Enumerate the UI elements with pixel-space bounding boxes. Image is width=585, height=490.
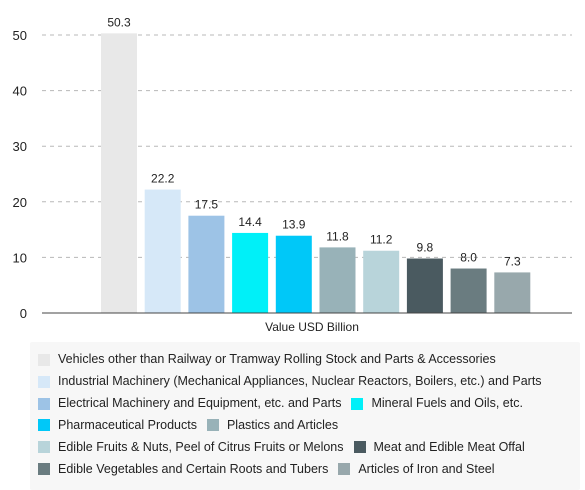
legend-item[interactable]: Edible Vegetables and Certain Roots and …: [38, 460, 328, 479]
legend-label: Edible Vegetables and Certain Roots and …: [58, 461, 329, 476]
data-label: 13.9: [282, 218, 306, 232]
bar: [363, 250, 400, 313]
data-label: 22.2: [151, 172, 175, 186]
y-tick-label: 20: [13, 195, 27, 210]
data-labels: 50.3 22.2 17.5 14.4 13.9 11.8 11.2 9.8 8.0 7.3: [107, 15, 521, 268]
legend-label: Mineral Fuels and Oils, etc.: [371, 395, 523, 410]
legend-label: Pharmaceutical Products: [58, 417, 197, 432]
legend-row: Pharmaceutical Products Plastics and Arti…: [38, 416, 572, 438]
bar: [450, 268, 487, 313]
data-label: 9.8: [417, 241, 434, 255]
y-tick-label: 50: [13, 28, 27, 43]
bar-chart: 0 10 20 30 40 50 50.3 22.2 17.5 14.4 13.9 11.8 11.2…: [13, 15, 572, 334]
x-axis-title: Value USD Billion: [265, 320, 359, 334]
legend-swatch: [38, 353, 50, 366]
y-tick-label: 0: [20, 306, 27, 321]
legend-label: Meat and Edible Meat Offal: [373, 439, 525, 454]
legend-label: Electrical Machinery and Equipment, etc.…: [58, 395, 342, 410]
legend-row: Vehicles other than Railway or Tramway R…: [38, 350, 572, 372]
data-label: 8.0: [460, 251, 477, 265]
bar: [188, 215, 225, 313]
legend-item[interactable]: Articles of Iron and Steel: [338, 460, 495, 479]
data-label: 11.2: [370, 233, 393, 247]
legend-swatch: [338, 463, 351, 476]
legend-swatch: [38, 441, 50, 454]
legend-item[interactable]: Pharmaceutical Products: [38, 416, 197, 435]
data-label: 14.4: [238, 215, 262, 229]
y-tick-label: 10: [13, 250, 27, 265]
bar: [144, 189, 181, 313]
bar: [101, 33, 137, 313]
bar: [406, 258, 443, 313]
legend-row: Edible Vegetables and Certain Roots and …: [38, 460, 572, 482]
legend-swatch: [38, 463, 50, 476]
legend-swatch: [38, 419, 50, 432]
legend-row: Edible Fruits & Nuts, Peel of Citrus Fru…: [38, 438, 572, 460]
legend-row: Industrial Machinery (Mechanical Applian…: [38, 372, 572, 394]
legend-swatch: [38, 375, 50, 388]
legend-swatch: [38, 397, 50, 410]
legend-label: Vehicles other than Railway or Tramway R…: [58, 352, 496, 366]
legend-item[interactable]: Meat and Edible Meat Offal: [353, 438, 525, 457]
legend-row: Electrical Machinery and Equipment, etc.…: [38, 394, 572, 416]
data-label: 50.3: [107, 15, 131, 29]
data-label: 7.3: [504, 254, 521, 268]
bar: [319, 247, 356, 313]
y-tick-label: 30: [13, 139, 27, 154]
data-label: 11.8: [326, 229, 349, 243]
bar: [232, 232, 269, 313]
bars: [101, 33, 531, 313]
bar: [494, 272, 531, 313]
y-tick-label: 40: [13, 84, 27, 99]
legend-label: Plastics and Articles: [226, 417, 339, 432]
legend-item[interactable]: Mineral Fuels and Oils, etc.: [351, 394, 523, 413]
legend-swatch: [206, 419, 219, 432]
legend-item[interactable]: Industrial Machinery (Mechanical Applian…: [38, 372, 542, 391]
legend-item[interactable]: Plastics and Articles: [206, 416, 339, 435]
legend-label: Edible Fruits & Nuts, Peel of Citrus Fru…: [58, 439, 344, 454]
legend-label: Articles of Iron and Steel: [358, 461, 495, 476]
legend-swatch: [351, 397, 364, 410]
legend-swatch: [353, 441, 366, 454]
data-label: 17.5: [195, 198, 219, 212]
legend-item[interactable]: Electrical Machinery and Equipment, etc.…: [38, 394, 341, 413]
legend-label: Industrial Machinery (Mechanical Applian…: [58, 373, 542, 388]
y-axis-ticks: 0 10 20 30 40 50: [13, 28, 27, 321]
legend: Vehicles other than Railway or Tramway R…: [30, 342, 580, 490]
bar: [275, 235, 312, 313]
legend-item[interactable]: Edible Fruits & Nuts, Peel of Citrus Fru…: [38, 438, 344, 457]
legend-item[interactable]: Vehicles other than Railway or Tramway R…: [38, 350, 496, 369]
